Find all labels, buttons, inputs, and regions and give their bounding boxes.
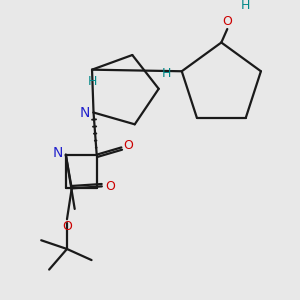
Text: H: H — [240, 0, 250, 12]
Text: O: O — [124, 139, 134, 152]
Text: N: N — [53, 146, 63, 160]
Text: H: H — [162, 67, 171, 80]
Text: O: O — [222, 15, 232, 28]
Text: H: H — [87, 75, 97, 88]
Text: O: O — [105, 180, 115, 193]
Text: N: N — [80, 106, 90, 120]
Text: O: O — [62, 220, 72, 233]
